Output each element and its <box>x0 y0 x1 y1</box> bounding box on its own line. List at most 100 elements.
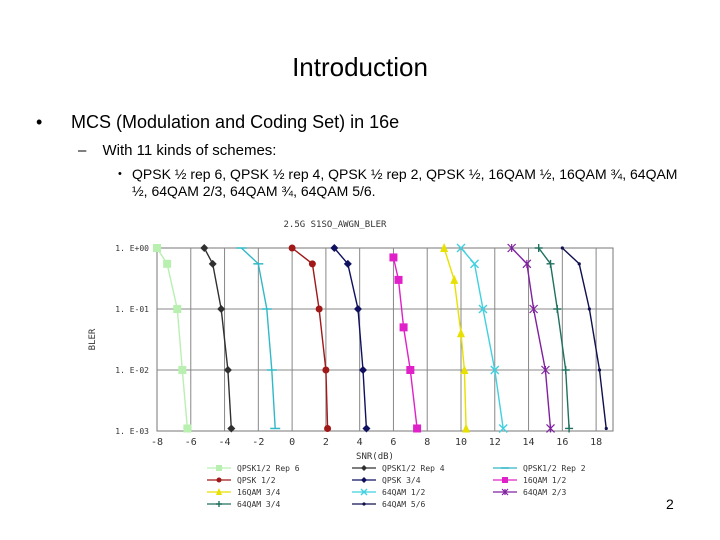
data-point <box>413 424 422 433</box>
data-point <box>522 259 532 269</box>
series-line <box>203 247 232 429</box>
data-point <box>478 304 488 314</box>
legend-swatch-marker <box>216 488 222 495</box>
data-point <box>315 305 323 313</box>
series-line <box>333 247 368 429</box>
data-point <box>173 305 182 313</box>
series-line <box>443 247 467 429</box>
bullet-text: QPSK ½ rep 6, QPSK ½ rep 4, QPSK ½ rep 2… <box>132 166 678 199</box>
x-axis-label: SNR(dB) <box>356 452 394 462</box>
data-point <box>406 366 415 374</box>
data-point <box>217 305 226 313</box>
data-point <box>507 243 517 253</box>
data-point <box>394 275 403 284</box>
legend-swatch-marker <box>361 477 367 483</box>
data-point <box>565 424 574 433</box>
page-number: 2 <box>666 496 674 512</box>
data-point <box>208 259 217 268</box>
legend-entry: 64QAM 5/6 <box>382 500 426 509</box>
legend-entry: 64QAM 1/2 <box>382 488 426 497</box>
x-tick-label: 18 <box>590 437 602 448</box>
chart-title: 2.5G S1SO_AWGN_BLER <box>284 220 388 230</box>
data-point <box>183 424 192 433</box>
data-point <box>541 365 550 375</box>
legend-entry: QPSK1/2 Rep 4 <box>382 464 445 473</box>
legend-swatch-marker <box>502 477 508 483</box>
x-tick-label: 14 <box>523 437 535 448</box>
legend-entry: QPSK1/2 Rep 6 <box>237 464 300 473</box>
legend-entry: 16QAM 1/2 <box>523 476 567 485</box>
legend-swatch-marker <box>216 477 222 483</box>
legend-entry: QPSK 1/2 <box>237 476 276 485</box>
data-point <box>546 259 555 268</box>
x-tick-label: 2 <box>323 437 329 448</box>
x-tick-label: 4 <box>357 437 363 448</box>
x-tick-label: 6 <box>390 437 396 448</box>
x-tick-label: 16 <box>556 437 568 448</box>
series-line <box>511 247 552 429</box>
data-point <box>227 424 236 433</box>
data-point <box>534 244 543 252</box>
data-point <box>359 366 368 374</box>
x-tick-label: -6 <box>185 437 197 448</box>
x-tick-label: 10 <box>455 437 467 448</box>
data-point <box>322 366 330 374</box>
y-tick-label: 1. E+00 <box>115 244 149 253</box>
data-point <box>553 305 562 313</box>
data-point <box>604 426 608 431</box>
data-point <box>223 366 232 374</box>
series-line <box>156 247 189 429</box>
data-point <box>399 323 408 332</box>
data-point <box>561 366 570 374</box>
bullet-level-2: – With 11 kinds of schemes: <box>78 142 276 159</box>
bullet-marker: • <box>36 112 43 132</box>
data-point <box>490 365 500 375</box>
slide-title: Introduction <box>292 52 428 82</box>
data-point <box>546 424 555 433</box>
data-point <box>353 305 362 313</box>
series-line <box>460 247 504 429</box>
plot-frame <box>156 247 614 432</box>
data-point <box>587 307 591 311</box>
series-line <box>538 247 570 429</box>
data-point <box>450 274 459 284</box>
y-tick-label: 1. E-01 <box>115 305 149 314</box>
legend-swatch-marker <box>216 501 222 507</box>
x-tick-label: -4 <box>219 437 231 448</box>
data-point <box>200 244 209 252</box>
data-point <box>343 259 352 268</box>
data-point <box>577 262 581 266</box>
legend-swatch-marker <box>360 488 368 496</box>
legend-swatch-marker <box>362 502 366 506</box>
x-tick-label: 0 <box>289 437 295 448</box>
data-point <box>163 259 172 268</box>
data-point <box>529 304 539 314</box>
legend-entry: QPSK 3/4 <box>382 476 421 485</box>
series-line <box>291 247 329 429</box>
data-point <box>153 244 161 252</box>
data-point <box>362 424 371 433</box>
data-point <box>597 368 602 372</box>
series-line <box>561 247 607 429</box>
data-point <box>457 328 465 338</box>
data-point <box>456 243 466 253</box>
bullet-text: With 11 kinds of schemes: <box>102 142 277 159</box>
data-point <box>560 246 564 250</box>
data-point <box>440 243 449 252</box>
data-point <box>330 244 339 252</box>
legend-entry: QPSK1/2 Rep 2 <box>523 464 586 473</box>
bullet-marker: – <box>78 142 87 159</box>
x-tick-label: 8 <box>424 437 430 448</box>
x-tick-label: -8 <box>151 437 163 448</box>
legend-entry: 64QAM 2/3 <box>523 488 567 497</box>
bullet-marker: • <box>118 168 122 180</box>
x-tick-label: -2 <box>252 437 264 448</box>
legend-swatch-marker <box>216 465 222 471</box>
data-point <box>460 365 469 374</box>
data-point <box>498 423 508 433</box>
y-tick-label: 1. E-03 <box>115 427 149 436</box>
x-tick-label: 12 <box>489 437 501 448</box>
data-point <box>288 244 296 252</box>
data-point <box>389 253 398 262</box>
